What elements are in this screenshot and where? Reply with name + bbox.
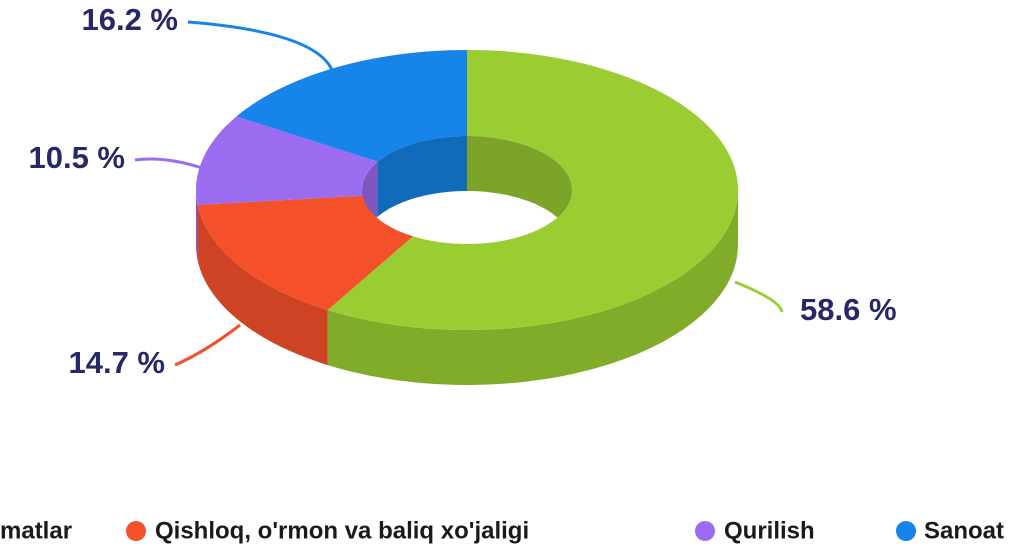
slice	[196, 116, 378, 205]
legend-marker	[695, 521, 715, 541]
outer-wall	[196, 190, 198, 260]
leader-line	[734, 280, 784, 313]
tops	[196, 50, 738, 330]
legend-marker	[126, 521, 146, 541]
value-label: 14.7 %	[68, 345, 165, 380]
value-label: 58.6 %	[800, 292, 897, 327]
slice	[327, 50, 738, 330]
leader-line	[187, 20, 334, 71]
inner-wall	[377, 136, 467, 217]
legend-label: Qurilish	[724, 517, 815, 544]
walls	[196, 136, 738, 385]
outer-wall	[197, 204, 328, 366]
slice	[197, 195, 413, 311]
legend-label: matlar	[0, 517, 72, 544]
value-label: 10.5 %	[28, 140, 125, 175]
leaders	[134, 20, 784, 367]
legend-label: Sanoat	[924, 517, 1004, 544]
inner-wall	[467, 136, 572, 245]
legend-label: Qishloq, o'rmon va baliq xo'jaligi	[155, 517, 529, 544]
slice	[236, 50, 467, 162]
leader-line	[134, 157, 203, 170]
legend-marker	[896, 521, 916, 541]
value-label: 16.2 %	[81, 2, 178, 37]
outer-wall	[327, 190, 738, 385]
leader-line	[174, 323, 241, 367]
